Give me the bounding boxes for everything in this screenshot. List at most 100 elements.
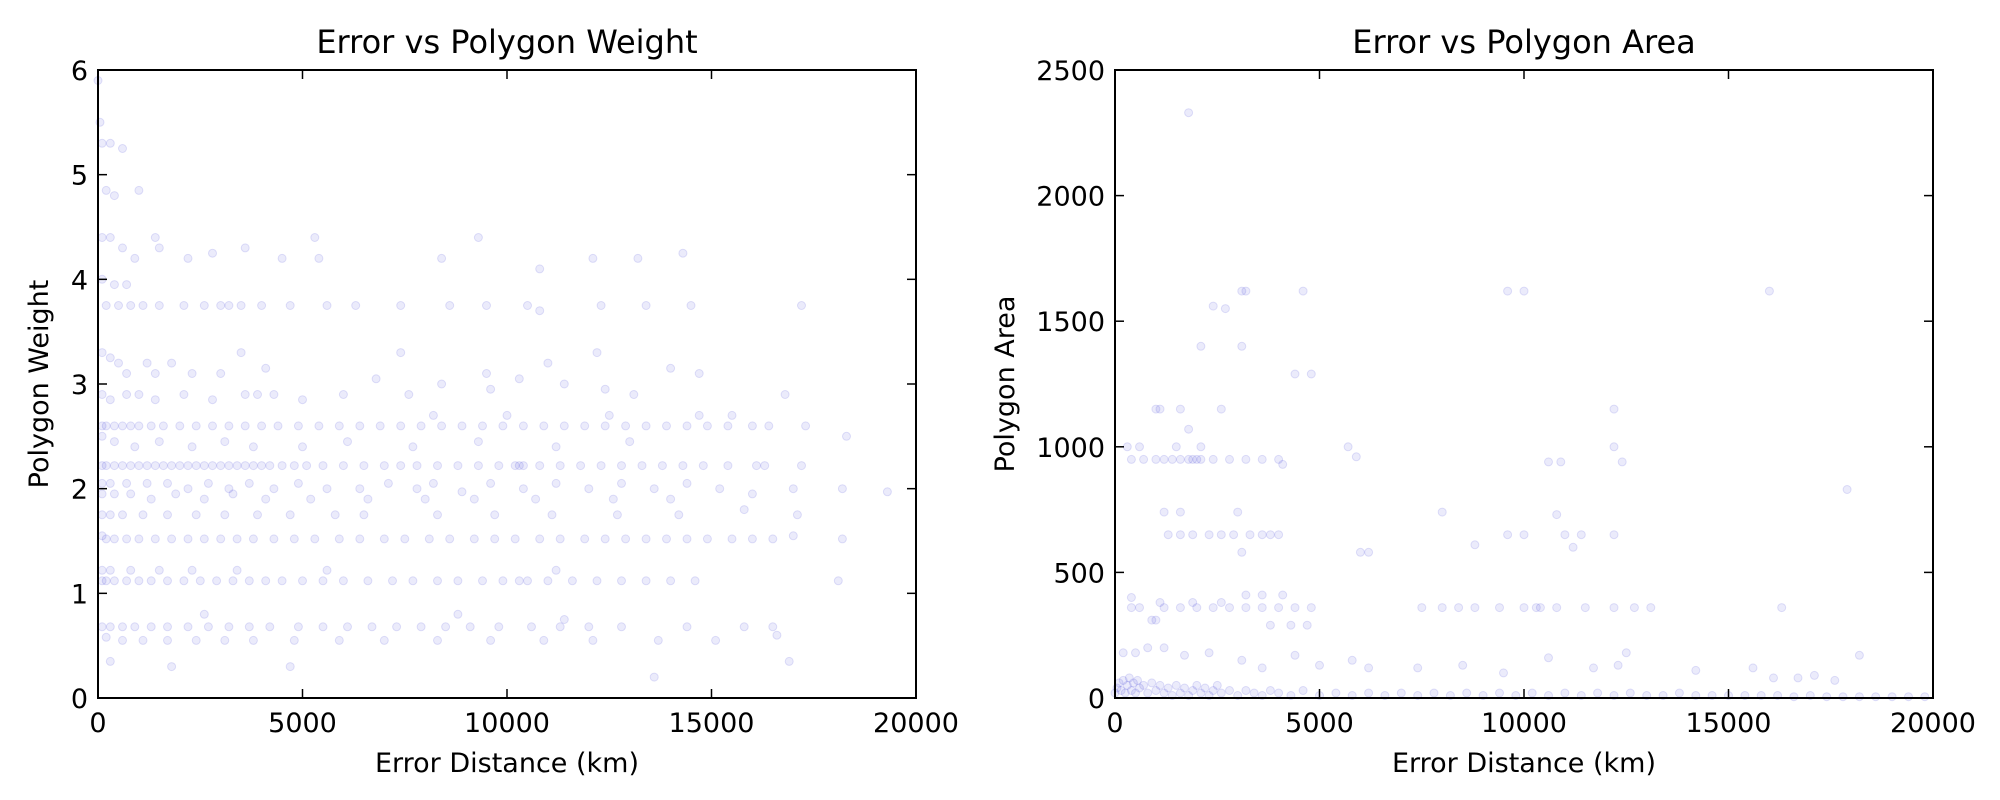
data-point <box>760 461 770 471</box>
data-point <box>1535 603 1545 613</box>
data-point <box>109 489 119 499</box>
data-point <box>518 461 528 471</box>
data-point <box>126 461 136 471</box>
data-point <box>322 301 332 310</box>
data-point <box>1216 598 1226 607</box>
data-point <box>1159 603 1169 613</box>
data-point <box>261 363 271 373</box>
data-point <box>97 348 107 358</box>
data-point <box>662 534 671 544</box>
data-point <box>1306 603 1316 613</box>
data-point <box>412 461 422 471</box>
data-point <box>1208 454 1218 464</box>
data-point <box>167 534 177 544</box>
y-tick-label: 0 <box>1088 684 1105 715</box>
data-point <box>1229 530 1239 540</box>
data-point <box>191 421 201 431</box>
data-point <box>1184 424 1194 434</box>
data-point <box>715 484 725 494</box>
data-point <box>101 421 111 431</box>
data-point <box>343 622 352 632</box>
y-tick-label: 2 <box>71 475 88 506</box>
data-point <box>105 233 115 242</box>
data-point <box>1274 454 1284 464</box>
data-point <box>1331 688 1341 698</box>
data-point <box>1413 663 1423 673</box>
data-point <box>433 576 442 586</box>
chart-title: Error vs Polygon Area <box>1352 23 1696 61</box>
data-point <box>559 421 569 431</box>
data-point <box>633 253 643 263</box>
data-point <box>220 437 230 447</box>
data-point <box>1265 530 1275 540</box>
data-point <box>641 534 651 544</box>
data-point <box>1646 603 1656 613</box>
data-point <box>277 253 287 263</box>
data-point <box>653 635 663 645</box>
data-point <box>772 630 782 640</box>
data-point <box>1609 404 1619 414</box>
x-tick-label: 10000 <box>464 708 550 739</box>
data-point <box>253 510 262 520</box>
data-point <box>109 437 119 447</box>
data-point <box>580 534 590 544</box>
data-point <box>494 622 504 632</box>
data-point <box>167 662 177 672</box>
data-point <box>379 534 389 544</box>
data-point <box>682 421 692 431</box>
data-point <box>1126 686 1136 695</box>
data-point <box>257 301 267 310</box>
data-point <box>109 534 119 544</box>
data-point <box>1809 670 1819 680</box>
data-point <box>1593 688 1603 698</box>
data-point <box>768 622 778 632</box>
data-point <box>433 510 442 520</box>
data-point <box>134 185 144 195</box>
data-point <box>1188 530 1198 540</box>
data-point <box>122 576 132 586</box>
data-point <box>105 395 115 405</box>
y-tick-label: 500 <box>1053 558 1105 589</box>
data-point <box>1135 603 1144 613</box>
x-axis-label: Error Distance (km) <box>1392 748 1656 779</box>
data-point <box>457 487 467 497</box>
data-point <box>478 576 487 586</box>
data-point <box>649 484 659 494</box>
data-point <box>1887 692 1897 702</box>
data-point <box>686 301 696 310</box>
data-point <box>1265 686 1275 695</box>
data-point <box>400 534 410 544</box>
data-point <box>338 390 348 399</box>
data-point <box>1552 510 1562 520</box>
data-point <box>1343 442 1353 452</box>
data-point <box>662 421 671 431</box>
data-point <box>674 510 684 520</box>
data-point <box>1278 459 1288 469</box>
data-point <box>1208 686 1218 695</box>
data-point <box>1192 454 1202 464</box>
data-point <box>621 534 631 544</box>
data-point <box>747 489 757 499</box>
data-point <box>224 622 234 632</box>
data-point <box>1429 688 1439 698</box>
data-point <box>150 395 160 405</box>
data-point <box>203 478 213 488</box>
data-point <box>232 461 242 471</box>
data-point <box>1290 650 1300 660</box>
data-point <box>109 461 119 471</box>
data-point <box>367 622 377 632</box>
data-point <box>752 461 761 471</box>
data-point <box>649 672 659 682</box>
data-point <box>584 484 594 494</box>
data-point <box>355 421 365 431</box>
plot-area <box>98 70 916 698</box>
data-point <box>158 461 168 471</box>
data-point <box>428 410 438 420</box>
data-point <box>388 576 397 586</box>
data-point <box>171 489 181 499</box>
data-point <box>122 280 132 290</box>
data-point <box>1544 457 1553 467</box>
data-point <box>277 461 287 471</box>
data-point <box>1225 603 1234 613</box>
